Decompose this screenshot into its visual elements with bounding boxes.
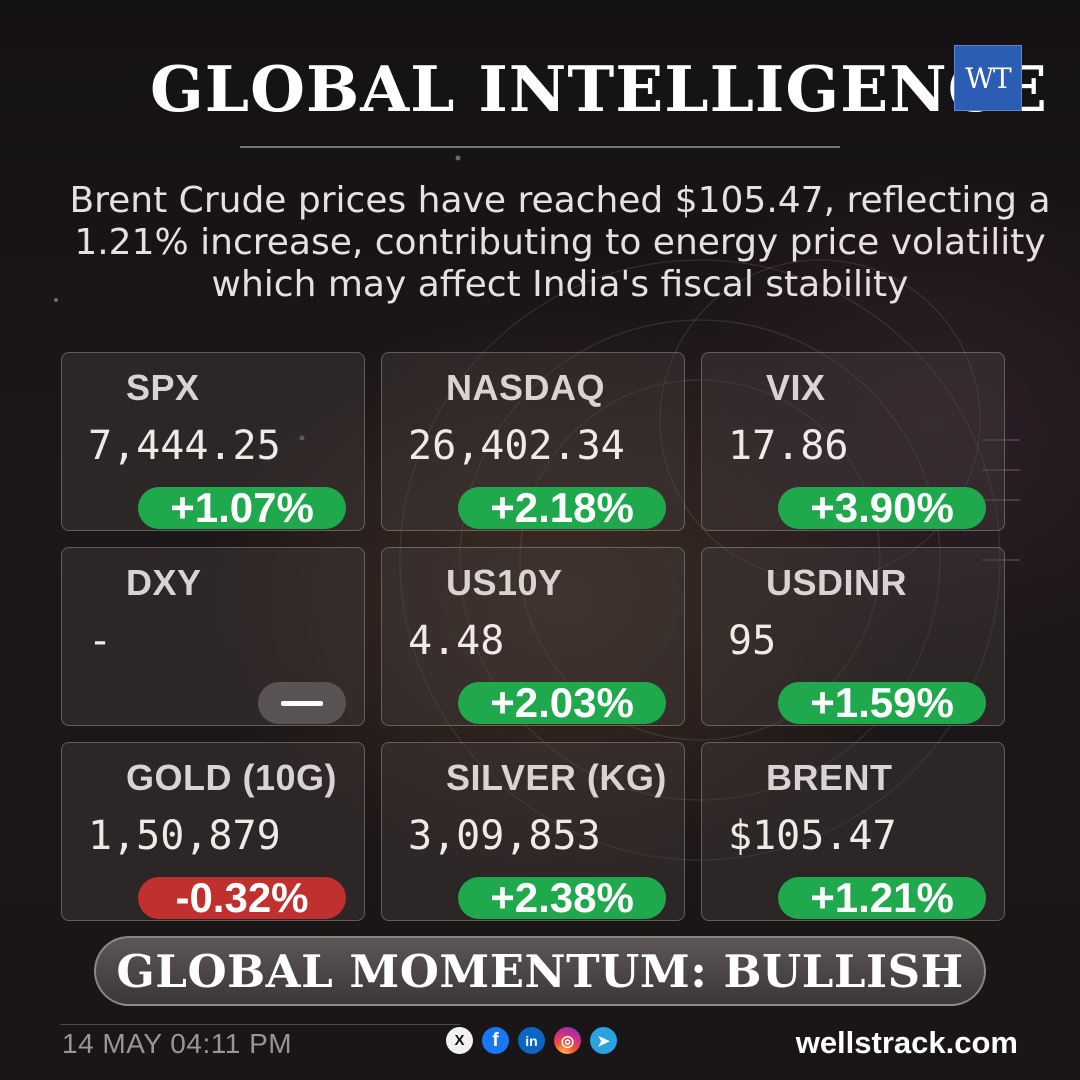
market-card: VIX 17.86 +3.90%	[701, 352, 1005, 531]
instrument-value: 17.86	[728, 423, 849, 469]
market-card: US10Y 4.48 +2.03%	[381, 547, 685, 726]
momentum-label: GLOBAL MOMENTUM: BULLISH	[116, 944, 964, 998]
market-card: USDINR 95 +1.59%	[701, 547, 1005, 726]
instrument-name: US10Y	[446, 562, 563, 603]
market-card: SPX 7,444.25 +1.07%	[61, 352, 365, 531]
telegram-icon[interactable]: ➤	[590, 1027, 617, 1054]
instrument-value: 7,444.25	[88, 423, 281, 469]
instrument-value: $105.47	[728, 813, 897, 859]
change-badge-positive: +3.90%	[778, 487, 986, 529]
instrument-value: -	[88, 618, 113, 664]
market-card: NASDAQ 26,402.34 +2.18%	[381, 352, 685, 531]
instrument-value: 1,50,879	[88, 813, 281, 859]
instrument-name: NASDAQ	[446, 367, 606, 408]
facebook-icon[interactable]: f	[482, 1027, 509, 1054]
wellstrack-logo: WT	[954, 45, 1022, 111]
change-badge-positive: +2.38%	[458, 877, 666, 919]
no-change-badge	[258, 682, 346, 724]
instrument-value: 26,402.34	[408, 423, 625, 469]
change-badge-positive: +1.07%	[138, 487, 346, 529]
instagram-icon[interactable]: ◎	[554, 1027, 581, 1054]
dash-icon	[281, 700, 323, 706]
title-divider	[240, 146, 840, 148]
change-badge-positive: +1.21%	[778, 877, 986, 919]
market-card: GOLD (10G) 1,50,879 -0.32%	[61, 742, 365, 921]
market-card: SILVER (KG) 3,09,853 +2.38%	[381, 742, 685, 921]
logo-text: WT	[965, 61, 1011, 95]
website-link[interactable]: wellstrack.com	[795, 1025, 1018, 1060]
change-badge-negative: -0.32%	[138, 877, 346, 919]
instrument-name: SPX	[126, 367, 200, 408]
change-badge-positive: +2.18%	[458, 487, 666, 529]
x-icon[interactable]: X	[446, 1027, 473, 1054]
instrument-value: 4.48	[408, 618, 505, 664]
market-card: BRENT $105.47 +1.21%	[701, 742, 1005, 921]
market-card: DXY -	[61, 547, 365, 726]
change-badge-positive: +2.03%	[458, 682, 666, 724]
page-title: GLOBAL INTELLIGENCE	[150, 52, 1048, 126]
timestamp: 14 MAY 04:11 PM	[62, 1028, 293, 1059]
linkedin-icon[interactable]: in	[518, 1027, 545, 1054]
instrument-value: 95	[728, 618, 777, 664]
instrument-name: GOLD (10G)	[126, 757, 338, 798]
instrument-name: USDINR	[766, 562, 908, 603]
instrument-value: 3,09,853	[408, 813, 601, 859]
headline-text: Brent Crude prices have reached $105.47,…	[69, 180, 1051, 305]
momentum-banner: GLOBAL MOMENTUM: BULLISH	[94, 936, 986, 1006]
instrument-name: VIX	[766, 367, 826, 408]
instrument-name: DXY	[126, 562, 202, 603]
footer-divider	[60, 1024, 460, 1025]
instrument-name: SILVER (KG)	[446, 757, 667, 798]
change-badge-positive: +1.59%	[778, 682, 986, 724]
instrument-name: BRENT	[766, 757, 893, 798]
